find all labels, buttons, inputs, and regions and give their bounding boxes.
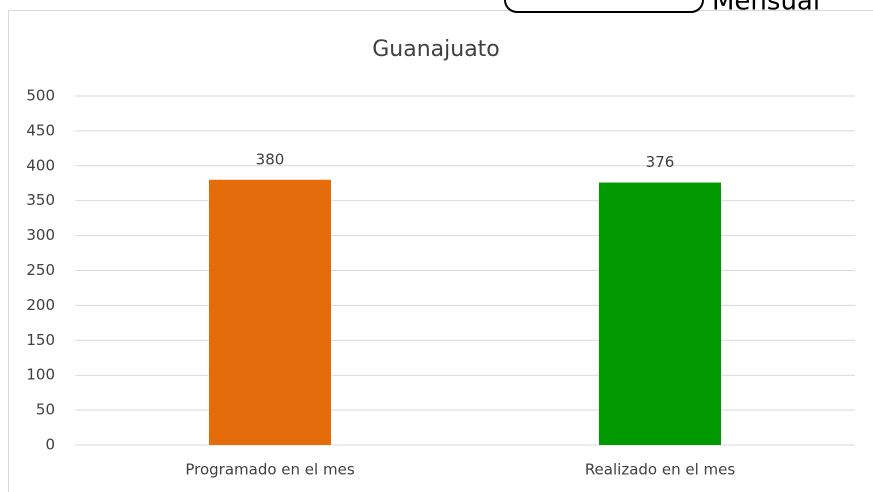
shape (504, 0, 704, 13)
chart-border (8, 10, 873, 492)
y-tick-label: 350 (26, 191, 55, 209)
y-tick-label: 200 (26, 296, 55, 314)
y-tick-label: 250 (26, 261, 55, 279)
y-tick-label: 300 (26, 226, 55, 244)
bar (599, 182, 721, 445)
y-tick-label: 100 (26, 366, 55, 384)
annotation: Mensual (712, 0, 820, 17)
chart-title: Guanajuato (372, 37, 500, 62)
y-tick-label: 450 (26, 121, 55, 139)
y-tick-label: 400 (26, 156, 55, 174)
data-label: 376 (646, 153, 675, 171)
y-tick-label: 150 (26, 331, 55, 349)
y-tick-label: 0 (45, 436, 55, 454)
bar (209, 179, 331, 445)
data-label: 380 (256, 150, 285, 168)
y-tick-label: 50 (36, 401, 55, 419)
x-tick-label: Realizado en el mes (585, 461, 736, 479)
x-tick-label: Programado en el mes (185, 461, 354, 479)
y-tick-label: 500 (26, 87, 55, 105)
